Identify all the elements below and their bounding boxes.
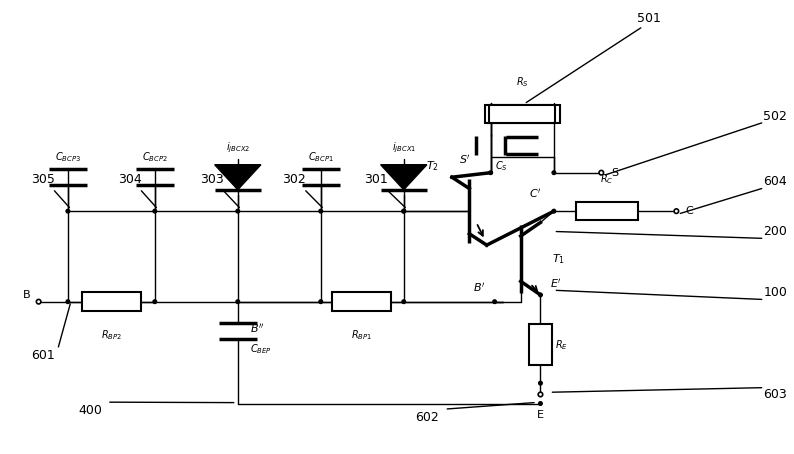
Text: $C'$: $C'$ [530,187,542,200]
Text: 501: 501 [637,12,661,25]
Text: $B'$: $B'$ [472,281,485,294]
Text: 305: 305 [31,173,55,186]
Polygon shape [380,165,427,190]
Text: $B^{\prime\prime}$: $B^{\prime\prime}$ [249,322,264,335]
Text: 302: 302 [282,173,306,186]
Circle shape [402,209,406,213]
Circle shape [538,392,543,397]
Circle shape [402,300,406,303]
Circle shape [66,300,70,303]
Circle shape [493,300,496,303]
Text: $C_{BCP1}$: $C_{BCP1}$ [308,150,333,163]
Circle shape [599,170,603,175]
Text: 303: 303 [200,173,224,186]
Text: 301: 301 [364,173,388,186]
Circle shape [402,209,406,213]
Circle shape [236,209,240,213]
Circle shape [538,381,542,385]
Text: B: B [23,290,31,300]
Circle shape [37,300,40,304]
Text: $C_{BCP3}$: $C_{BCP3}$ [55,150,81,163]
Text: 400: 400 [78,404,102,417]
Circle shape [552,209,556,213]
Text: 100: 100 [763,286,787,299]
Text: 602: 602 [415,410,439,424]
Text: $T_1$: $T_1$ [553,252,565,266]
Polygon shape [214,165,261,190]
Text: $C_S$: $C_S$ [495,159,507,173]
Circle shape [319,300,322,303]
Text: $T_2$: $T_2$ [426,159,439,173]
Text: 200: 200 [763,225,787,238]
Text: 304: 304 [118,173,141,186]
Text: $R_E$: $R_E$ [555,338,568,351]
Circle shape [552,171,556,174]
Bar [530,324,552,365]
Circle shape [153,209,156,213]
Circle shape [236,300,240,303]
Bar [489,105,556,123]
Text: $R_{BP2}$: $R_{BP2}$ [101,328,122,342]
Circle shape [153,300,156,303]
Text: C: C [686,206,694,216]
Text: 604: 604 [763,175,787,188]
Text: $R_S$: $R_S$ [516,75,529,89]
Bar [576,202,638,220]
Text: E: E [537,410,544,420]
Text: 601: 601 [31,350,55,362]
Circle shape [66,209,70,213]
Bar [332,292,391,311]
Text: $i_{jBCX1}$: $i_{jBCX1}$ [391,140,416,154]
Text: $E'$: $E'$ [550,277,562,291]
Circle shape [538,402,542,405]
Text: 502: 502 [763,109,787,123]
Text: S: S [611,168,618,178]
Text: $C_{BEP}$: $C_{BEP}$ [249,342,272,356]
Circle shape [489,171,492,174]
Text: $S'$: $S'$ [459,153,471,166]
Text: $R_{BP1}$: $R_{BP1}$ [351,328,372,342]
Circle shape [674,209,679,213]
Text: $R_C$: $R_C$ [600,173,614,186]
Text: $C_{BCP2}$: $C_{BCP2}$ [142,150,168,163]
Bar [82,292,141,311]
Text: $i_{jBCX2}$: $i_{jBCX2}$ [225,140,250,154]
Circle shape [538,293,542,297]
Bar [484,105,560,123]
Circle shape [319,209,322,213]
Text: 603: 603 [763,388,787,401]
